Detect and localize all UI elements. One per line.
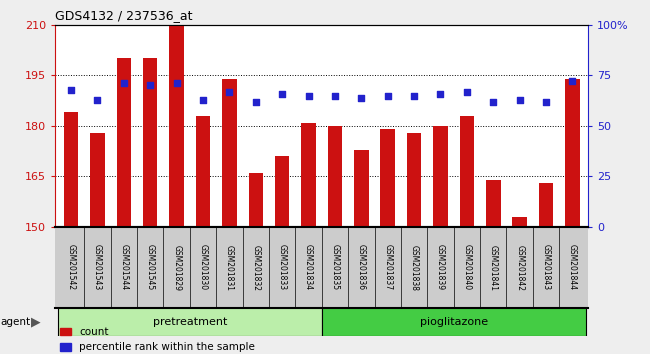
- Bar: [90, 133, 105, 227]
- Bar: [354, 149, 369, 227]
- Bar: [170, 25, 184, 227]
- Text: pioglitazone: pioglitazone: [420, 317, 488, 327]
- Text: GSM201832: GSM201832: [252, 245, 260, 291]
- Bar: [64, 113, 79, 227]
- Bar: [328, 126, 342, 227]
- Text: GSM201834: GSM201834: [304, 245, 313, 291]
- Text: GSM201843: GSM201843: [541, 245, 551, 291]
- Text: GSM201836: GSM201836: [357, 245, 366, 291]
- Text: GSM201830: GSM201830: [198, 245, 207, 291]
- Text: GSM201835: GSM201835: [330, 245, 339, 291]
- Point: [145, 82, 155, 88]
- Point: [567, 79, 578, 84]
- Bar: [58, 308, 322, 336]
- Bar: [407, 133, 421, 227]
- Point: [409, 93, 419, 98]
- Text: GSM201841: GSM201841: [489, 245, 498, 291]
- Bar: [196, 116, 210, 227]
- Point: [224, 89, 235, 95]
- Text: GSM201833: GSM201833: [278, 245, 287, 291]
- Point: [66, 87, 76, 92]
- Bar: [275, 156, 289, 227]
- Bar: [460, 116, 474, 227]
- Point: [436, 91, 446, 96]
- Text: GSM201839: GSM201839: [436, 245, 445, 291]
- Text: GSM201840: GSM201840: [462, 245, 471, 291]
- Bar: [512, 217, 527, 227]
- Bar: [486, 180, 500, 227]
- Text: GSM201842: GSM201842: [515, 245, 524, 291]
- Text: GSM201543: GSM201543: [93, 244, 102, 291]
- Point: [488, 99, 499, 104]
- Text: pretreatment: pretreatment: [153, 317, 227, 327]
- Legend: count, percentile rank within the sample: count, percentile rank within the sample: [60, 327, 255, 352]
- Point: [514, 97, 525, 102]
- Bar: [143, 58, 157, 227]
- Text: GSM201545: GSM201545: [146, 244, 155, 291]
- Text: agent: agent: [1, 317, 31, 327]
- Bar: [380, 129, 395, 227]
- Text: GSM201829: GSM201829: [172, 245, 181, 291]
- Bar: [565, 79, 580, 227]
- Bar: [302, 122, 316, 227]
- Text: GSM201838: GSM201838: [410, 245, 419, 291]
- Text: ▶: ▶: [31, 316, 41, 329]
- Point: [92, 97, 103, 102]
- Point: [251, 99, 261, 104]
- Point: [382, 93, 393, 98]
- Text: GDS4132 / 237536_at: GDS4132 / 237536_at: [55, 9, 193, 22]
- Text: GSM201837: GSM201837: [384, 245, 392, 291]
- Text: GSM201544: GSM201544: [120, 244, 128, 291]
- Bar: [116, 58, 131, 227]
- Point: [277, 91, 287, 96]
- Point: [198, 97, 208, 102]
- Bar: [248, 173, 263, 227]
- Point: [462, 89, 472, 95]
- Bar: [434, 126, 448, 227]
- Bar: [322, 308, 586, 336]
- Bar: [539, 183, 553, 227]
- Text: GSM201844: GSM201844: [568, 245, 577, 291]
- Text: GSM201831: GSM201831: [225, 245, 234, 291]
- Point: [119, 81, 129, 86]
- Point: [172, 81, 182, 86]
- Point: [330, 93, 340, 98]
- Point: [356, 95, 367, 101]
- Bar: [222, 79, 237, 227]
- Point: [541, 99, 551, 104]
- Text: GSM201542: GSM201542: [66, 245, 75, 291]
- Point: [304, 93, 314, 98]
